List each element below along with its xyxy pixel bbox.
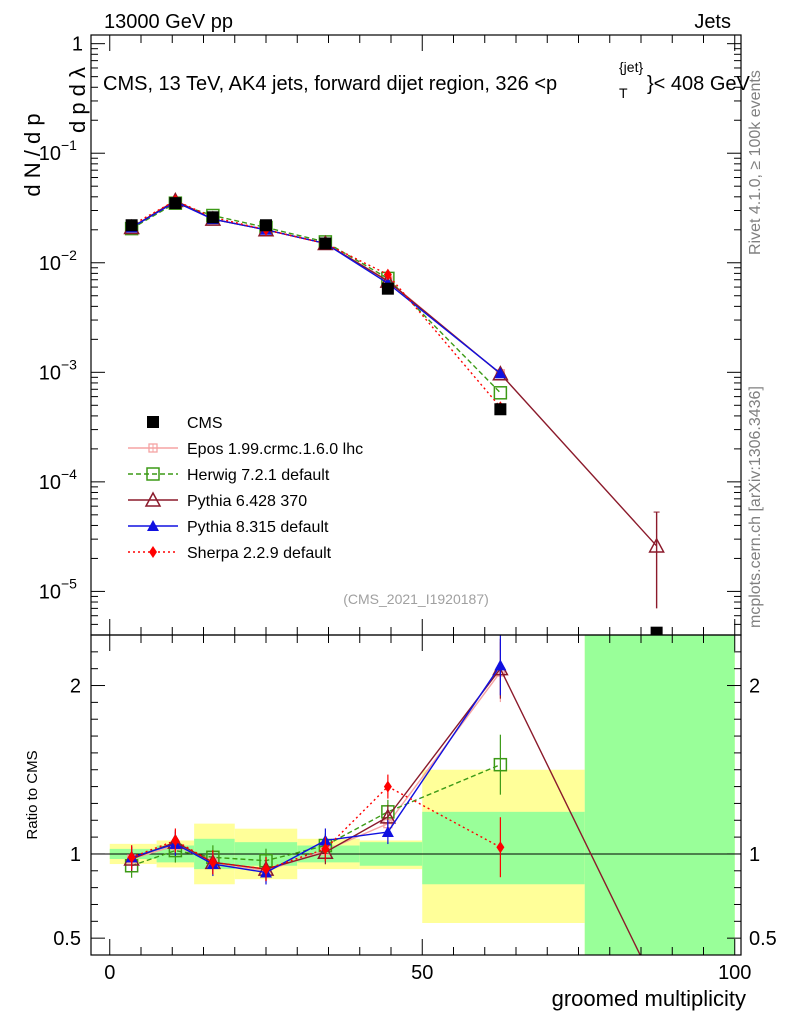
legend-label: Pythia 8.315 default (187, 519, 329, 536)
marker-triangle (494, 659, 507, 671)
series-line-4 (131, 201, 501, 374)
legend-entry: Pythia 8.315 default (128, 519, 329, 536)
marker-triangle (381, 826, 394, 838)
band-inner (584, 635, 735, 955)
y-tick-exp: −4 (61, 466, 77, 482)
x-tick-label: 0 (104, 962, 115, 984)
y-axis-label-main: d N / d p (20, 113, 45, 196)
legend-entry: Herwig 7.2.1 default (128, 467, 330, 484)
marker-diamond (208, 856, 217, 869)
series-line-1 (131, 201, 501, 375)
y-tick-text: 10 (39, 143, 61, 165)
chart-title-sup: {jet} (619, 59, 643, 75)
marker-square (260, 219, 272, 232)
chart-title-tail: }< 408 GeV (647, 73, 751, 95)
marker-diamond (149, 546, 157, 558)
y-tick-text: 1 (72, 34, 83, 56)
marker-square (147, 416, 159, 428)
y-axis-label-main-2: d p d λ (65, 67, 90, 133)
y-tick-exp: −5 (61, 575, 77, 591)
marker-open-triangle (492, 365, 509, 381)
ratio-frame (90, 634, 742, 956)
marker-open-square (146, 467, 160, 481)
ratio-panel-series (123, 635, 641, 955)
legend-entry: Sherpa 2.2.9 default (128, 545, 332, 562)
ratio-tick-label-right: 0.5 (749, 928, 777, 950)
ratio-tick-label: 1 (70, 844, 81, 866)
series-line-5 (131, 199, 501, 408)
y-tick-label: 10 −2 (39, 247, 77, 275)
legend: CMS Epos 1.99.crmc.1.6.0 lhc Herwig 7.2.1 … (128, 415, 363, 562)
ratio-tick-label: 0.5 (53, 928, 81, 950)
marker-diamond (496, 841, 505, 854)
svg-text:d p d λ: d p d λ (65, 67, 90, 133)
y-tick-text: 10 (39, 253, 61, 275)
y-tick-exp: −3 (61, 356, 77, 372)
side-label-mcplots: mcplots.cern.ch [arXiv:1306.3436] (747, 386, 764, 628)
marker-diamond (383, 780, 392, 793)
marker-square (650, 626, 663, 635)
x-tick-label: 50 (411, 962, 433, 984)
marker-diamond (262, 863, 270, 876)
y-tick-label: 10 −3 (39, 356, 77, 384)
ratio-tick-label-right: 1 (749, 844, 760, 866)
marker-diamond (171, 834, 180, 847)
header-right: Jets (694, 11, 731, 33)
series-line-2 (131, 202, 501, 394)
y-tick-text: 10 (39, 472, 61, 494)
watermark: (CMS_2021_I1920187) (343, 591, 489, 607)
marker-open-square (493, 386, 508, 400)
marker-square (494, 403, 507, 416)
marker-diamond (321, 842, 330, 855)
x-axis-label: groomed multiplicity (552, 986, 746, 1011)
y-tick-label: 10 −4 (39, 466, 77, 494)
chart-title: CMS, 13 TeV, AK4 jets, forward dijet reg… (103, 59, 751, 101)
marker-open-triangle (144, 491, 162, 507)
svg-text:d N / d p: d N / d p (20, 113, 45, 196)
chart-title-main: CMS, 13 TeV, AK4 jets, forward dijet reg… (103, 73, 557, 95)
ratio-tick-label: 2 (70, 676, 81, 698)
marker-square (381, 282, 394, 295)
legend-entry: Epos 1.99.crmc.1.6.0 lhc (128, 441, 363, 458)
marker-diamond (383, 268, 392, 281)
y-axis-label-ratio: Ratio to CMS (24, 750, 41, 839)
main-panel-series (123, 191, 665, 635)
legend-label: Pythia 6.428 370 (187, 493, 307, 510)
side-label-rivet: Rivet 4.1.0, ≥ 100k events (747, 70, 764, 255)
marker-open-triangle (648, 537, 665, 553)
y-tick-label: 10 −1 (39, 137, 77, 165)
y-tick-label: 10 −5 (39, 575, 77, 603)
y-tick-label: 1 (72, 34, 83, 56)
y-tick-text: 10 (39, 581, 61, 603)
header-left: 13000 GeV pp (104, 11, 233, 33)
legend-entry: Pythia 6.428 370 (128, 491, 307, 510)
marker-square (206, 211, 219, 224)
legend-label: Sherpa 2.2.9 default (187, 545, 332, 562)
legend-label: Herwig 7.2.1 default (187, 467, 330, 484)
chart-title-sub: T (619, 85, 628, 101)
legend-label: CMS (187, 415, 223, 432)
y-tick-text: 10 (39, 362, 61, 384)
marker-open-square (493, 757, 508, 772)
legend-entry: CMS (147, 415, 223, 432)
ratio-tick-label-right: 2 (749, 676, 760, 698)
marker-triangle (147, 520, 159, 531)
y-tick-exp: −2 (61, 247, 77, 263)
legend-label: Epos 1.99.crmc.1.6.0 lhc (187, 441, 363, 458)
marker-diamond (127, 851, 136, 864)
marker-square (169, 197, 182, 210)
marker-square (319, 237, 332, 250)
marker-triangle (494, 367, 507, 379)
x-tick-label: 100 (718, 962, 751, 984)
y-tick-exp: −1 (61, 137, 77, 153)
marker-square (125, 219, 138, 232)
marker-cross (148, 443, 158, 453)
